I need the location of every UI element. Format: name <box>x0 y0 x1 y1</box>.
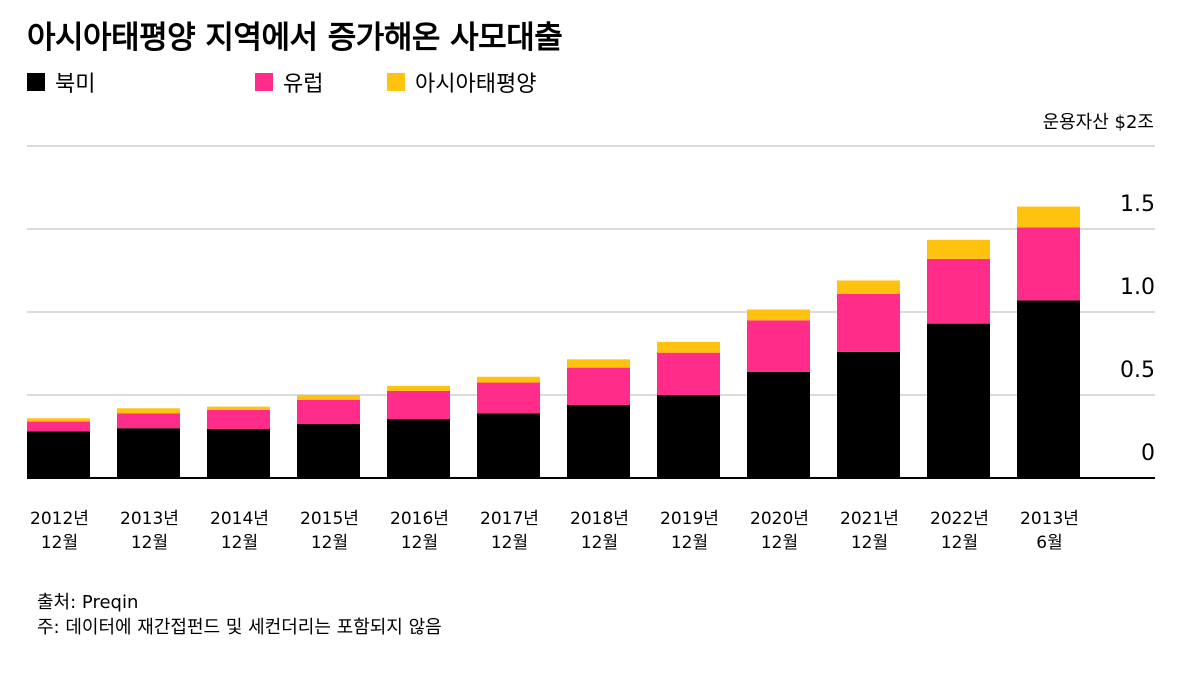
bar-segment-europe <box>837 293 900 352</box>
bar-segment-europe <box>747 320 810 372</box>
bar-segment-asia-pacific <box>27 418 90 422</box>
footnote: 주: 데이터에 재간접펀드 및 세컨더리는 포함되지 않음 <box>37 617 442 638</box>
bar-segment-north-america <box>477 413 540 478</box>
chart-notes: 출처: Preqin 주: 데이터에 재간접펀드 및 세컨더리는 포함되지 않음 <box>37 590 442 640</box>
bar-segment-asia-pacific <box>567 359 630 368</box>
x-tick-label: 12월 <box>491 533 528 553</box>
bar-segment-asia-pacific <box>1017 206 1080 228</box>
bar-segment-europe <box>207 409 270 430</box>
x-tick-label: 2012년 <box>30 509 89 529</box>
x-tick-label: 12월 <box>221 533 258 553</box>
bar-chart: 2012년 12월 2013년 12월 2014년 12월 2015년 12월 2016년 12월… <box>27 145 1155 553</box>
bar-segment-asia-pacific <box>117 408 180 414</box>
x-tick-label: 2021년 <box>840 509 899 529</box>
bar-segment-europe <box>297 399 360 425</box>
chart-title: 아시아태평양 지역에서 증가해온 사모대출 <box>27 20 563 56</box>
legend-item-asia-pacific: 아시아태평양 <box>387 66 536 98</box>
bar-segment-europe <box>567 367 630 405</box>
bar-segment-europe <box>117 413 180 429</box>
legend-item-north-america: 북미 <box>27 66 95 98</box>
x-tick-label: 12월 <box>41 533 78 553</box>
legend-label-north-america: 북미 <box>55 72 96 97</box>
x-tick-label: 2015년 <box>300 509 359 529</box>
legend-swatch-asia-pacific <box>387 73 405 91</box>
bar-segment-europe <box>657 352 720 395</box>
y-tick-label: 0.5 <box>1120 358 1155 383</box>
x-tick-label: 2016년 <box>390 509 449 529</box>
y-tick-label: 1.0 <box>1120 275 1155 300</box>
bar-segment-north-america <box>1017 300 1080 478</box>
bar-segment-asia-pacific <box>297 395 360 400</box>
bar-segment-asia-pacific <box>837 280 900 294</box>
x-tick-label: 12월 <box>401 533 438 553</box>
bar-segment-north-america <box>297 424 360 478</box>
x-tick-label: 2019년 <box>660 509 719 529</box>
bar-segment-asia-pacific <box>747 309 810 321</box>
bar-segment-north-america <box>747 371 810 478</box>
source-note: 출처: Preqin <box>37 592 139 613</box>
legend-item-europe: 유럽 <box>255 66 323 98</box>
x-tick-label: 2022년 <box>930 509 989 529</box>
x-tick-label: 2018년 <box>570 509 629 529</box>
x-tick-label: 6월 <box>1036 533 1062 553</box>
legend-swatch-north-america <box>27 73 45 91</box>
bar-segment-north-america <box>387 419 450 478</box>
x-tick-label: 2014년 <box>210 509 269 529</box>
unit-label: 운용자산 $2조 <box>1042 112 1154 133</box>
bar-segment-north-america <box>207 429 270 478</box>
bar-segment-europe <box>27 421 90 432</box>
legend: 북미 유럽 아시아태평양 <box>27 66 727 98</box>
bar-segment-europe <box>387 390 450 420</box>
bar-segment-asia-pacific <box>927 239 990 259</box>
x-tick-label: 12월 <box>671 533 708 553</box>
bar-segment-north-america <box>657 395 720 478</box>
x-tick-label: 2013년 <box>120 509 179 529</box>
bar-segment-north-america <box>837 351 900 478</box>
x-tick-label: 12월 <box>581 533 618 553</box>
x-tick-label: 12월 <box>131 533 168 553</box>
bar-segment-north-america <box>27 431 90 478</box>
x-tick-label: 12월 <box>761 533 798 553</box>
x-tick-label: 12월 <box>311 533 348 553</box>
bar-segment-europe <box>1017 227 1080 301</box>
bar-segment-asia-pacific <box>477 376 540 383</box>
legend-label-asia-pacific: 아시아태평양 <box>415 72 537 97</box>
y-tick-label: 1.5 <box>1120 192 1155 217</box>
legend-swatch-europe <box>255 73 273 91</box>
x-tick-label: 2013년 <box>1020 509 1079 529</box>
bar-segment-europe <box>477 382 540 414</box>
bar-segment-asia-pacific <box>207 406 270 410</box>
legend-label-europe: 유럽 <box>283 72 324 97</box>
bar-segment-north-america <box>927 323 990 478</box>
y-tick-label: 0 <box>1141 441 1155 466</box>
x-tick-label: 2017년 <box>480 509 539 529</box>
bar-segment-europe <box>927 258 990 324</box>
x-tick-label: 12월 <box>851 533 888 553</box>
bar-segment-north-america <box>117 428 180 478</box>
bar-segment-asia-pacific <box>657 341 720 353</box>
bar-segment-asia-pacific <box>387 385 450 391</box>
bar-segment-north-america <box>567 404 630 478</box>
x-tick-label: 2020년 <box>750 509 809 529</box>
x-tick-label: 12월 <box>941 533 978 553</box>
